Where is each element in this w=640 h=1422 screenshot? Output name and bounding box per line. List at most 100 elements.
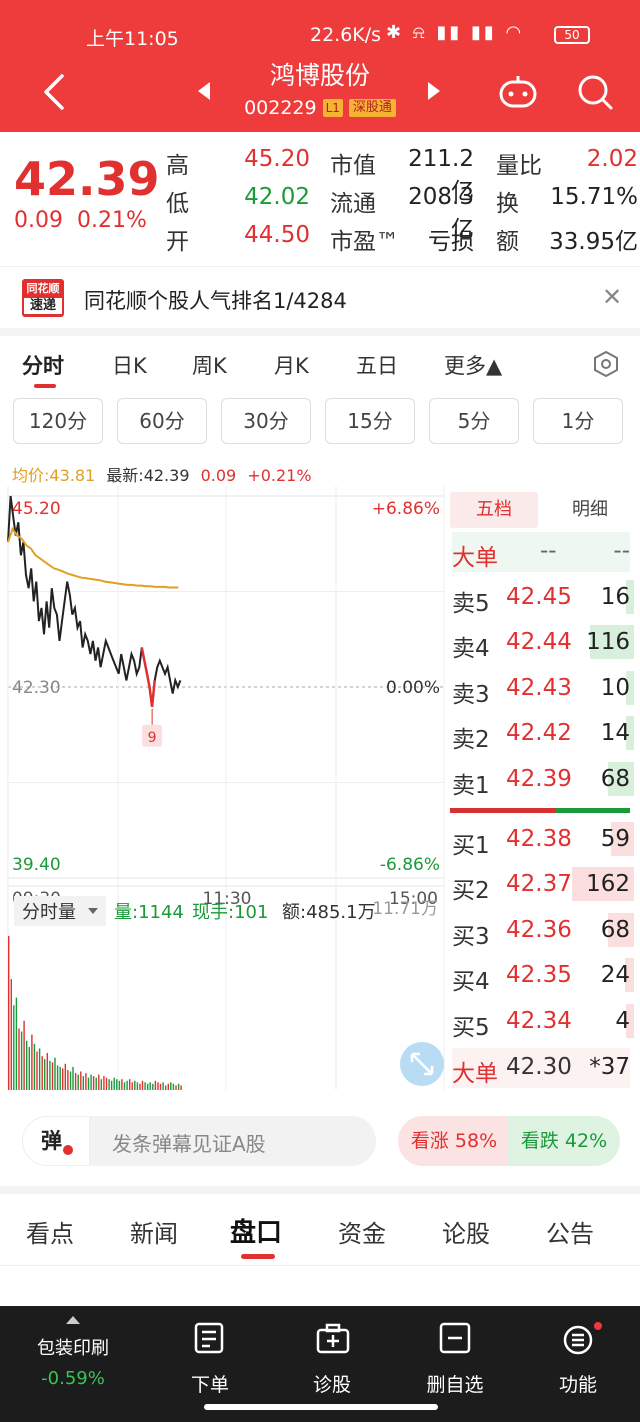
quote-panel: 42.39 0.09 0.21% 高 45.20 市值 211.2亿 量比 2.02 低 42… <box>0 132 640 266</box>
quote-value: 亏损 <box>428 229 474 255</box>
order-book: 五档 明细 大单 -- -- 卖5 42.45 16 卖4 42.44 116 卖3 42.43 10… <box>446 486 640 1092</box>
quote-value: 15.71% <box>550 184 638 210</box>
volume-bar <box>626 670 634 705</box>
period-button[interactable]: 15分 <box>325 398 415 444</box>
nav-functions[interactable]: 功能 <box>514 1306 640 1406</box>
back-icon[interactable] <box>38 72 72 112</box>
quote-label: 额 <box>496 229 519 255</box>
latest-change: 0.09 <box>200 466 237 485</box>
danmu-toggle[interactable]: 弹 <box>22 1116 90 1166</box>
volume-bar <box>144 1082 146 1090</box>
robot-assistant-icon[interactable] <box>498 72 538 112</box>
period-button[interactable]: 120分 <box>13 398 103 444</box>
chart-tab[interactable]: 日K <box>112 354 147 378</box>
top-header: 上午11:05 22.6K/s ✱ ⍾ ▮▮ ▮▮ ◠ 50 鸿博股份 0022… <box>0 0 640 132</box>
next-stock-icon[interactable] <box>428 82 440 100</box>
home-indicator[interactable] <box>204 1404 438 1410</box>
volume-bar <box>172 1083 175 1090</box>
volume-bar <box>59 1066 61 1090</box>
level-price: 42.36 <box>506 916 572 943</box>
nav-order[interactable]: 下单 <box>146 1306 274 1406</box>
nav-diagnose[interactable]: 诊股 <box>268 1306 396 1406</box>
volume-bar <box>136 1082 139 1090</box>
order-book-row: 卖3 42.43 10 <box>452 669 634 709</box>
y-tick-label-pct: +6.86% <box>372 499 440 519</box>
volume-bar <box>110 1080 113 1090</box>
volume-bar <box>87 1077 90 1090</box>
level-label: 卖3 <box>452 681 490 708</box>
minus-square-icon <box>439 1322 471 1354</box>
ths-express-logo: 同花顺 速递 <box>22 279 64 317</box>
info-tab[interactable]: 论股 <box>442 1220 490 1248</box>
volume-bar <box>626 1004 634 1038</box>
volume-bar <box>126 1080 128 1090</box>
volume-bar <box>149 1082 151 1090</box>
info-tabs: 看点 新闻 盘口 资金 论股 公告 <box>0 1194 640 1266</box>
level-label: 买4 <box>452 969 490 996</box>
popularity-rank-strip[interactable]: 同花顺 速递 同花顺个股人气排名1/4284 ✕ <box>0 266 640 328</box>
avg-price: 均价:43.81 <box>12 466 96 485</box>
chart-tab[interactable]: 周K <box>192 354 227 378</box>
volume-bar <box>159 1083 162 1090</box>
period-button[interactable]: 5分 <box>429 398 519 444</box>
dropdown-caret-icon <box>88 908 98 914</box>
volume-bar <box>74 1073 77 1090</box>
amount-value: 额:485.1万 <box>282 902 376 923</box>
level-volume: 59 <box>600 825 630 852</box>
tab-five-levels[interactable]: 五档 <box>450 492 538 528</box>
period-button[interactable]: 1分 <box>533 398 623 444</box>
info-tab[interactable]: 资金 <box>338 1220 386 1248</box>
network-speed: 22.6K/s <box>310 24 382 46</box>
volume-bar <box>23 1020 25 1090</box>
volume-bar <box>10 979 12 1090</box>
quote-label: 低 <box>166 191 189 217</box>
volume-bar <box>572 867 634 902</box>
info-tab[interactable]: 看点 <box>26 1220 74 1248</box>
stock-title: 鸿博股份 002229 L1 深股通 <box>200 58 440 122</box>
period-button[interactable]: 60分 <box>117 398 207 444</box>
volume-bar <box>54 1057 56 1090</box>
volume-bar <box>165 1085 167 1090</box>
intraday-chart[interactable]: 45.20+6.86%42.300.00%39.40-6.86%09:3011:… <box>0 486 446 1092</box>
period-button[interactable]: 30分 <box>221 398 311 444</box>
nav-sector[interactable]: 包装印刷 -0.59% <box>0 1306 146 1406</box>
info-tab[interactable]: 盘口 <box>230 1218 283 1248</box>
chart-tab[interactable]: 分时 <box>22 354 64 378</box>
quote-value: 33.95亿 <box>549 229 638 255</box>
close-icon[interactable]: ✕ <box>602 283 623 311</box>
volume-bar <box>56 1065 59 1090</box>
volume-bar <box>100 1079 102 1090</box>
y-tick-label-pct: 0.00% <box>386 678 440 698</box>
prev-stock-icon[interactable] <box>198 82 210 100</box>
volume-bar <box>62 1068 64 1090</box>
danmu-bar: 弹 发条弹幕见证A股 看涨 58% 看跌 42% <box>0 1110 640 1176</box>
volume-type-label: 分时量 <box>22 902 76 923</box>
nav-remove-watch[interactable]: 删自选 <box>391 1306 519 1406</box>
volume-bar <box>108 1079 110 1090</box>
info-tab[interactable]: 公告 <box>546 1220 594 1248</box>
volume-axis-max: 11.71万 <box>372 899 438 919</box>
info-tab[interactable]: 新闻 <box>130 1220 178 1248</box>
volume-bar <box>82 1076 84 1090</box>
chart-tab[interactable]: 更多▲ <box>444 354 503 378</box>
order-book-row: 买3 42.36 68 <box>452 911 634 951</box>
volume-bar <box>46 1053 48 1090</box>
volume-bar <box>611 821 634 856</box>
hexagon-settings-icon[interactable] <box>592 350 620 378</box>
vote-bearish-button[interactable]: 看跌 42% <box>508 1116 620 1166</box>
chart-tab[interactable]: 月K <box>274 354 309 378</box>
active-tab-underline <box>34 384 56 388</box>
volume-bar <box>67 1070 69 1090</box>
order-book-row: 买1 42.38 59 <box>452 820 634 860</box>
level-label: 大单 <box>452 545 498 571</box>
danmu-placeholder: 发条弹幕见证A股 <box>112 1132 266 1156</box>
level-price: 42.44 <box>506 629 572 656</box>
volume-bar <box>121 1079 123 1090</box>
volume-bar <box>13 1005 15 1090</box>
vote-bullish-button[interactable]: 看涨 58% <box>398 1116 510 1166</box>
search-icon[interactable] <box>575 72 615 112</box>
tab-trade-detail[interactable]: 明细 <box>572 499 608 520</box>
level-badge: L1 <box>322 99 343 117</box>
chart-tab[interactable]: 五日 <box>356 354 398 378</box>
exchange-badge: 深股通 <box>348 99 396 117</box>
